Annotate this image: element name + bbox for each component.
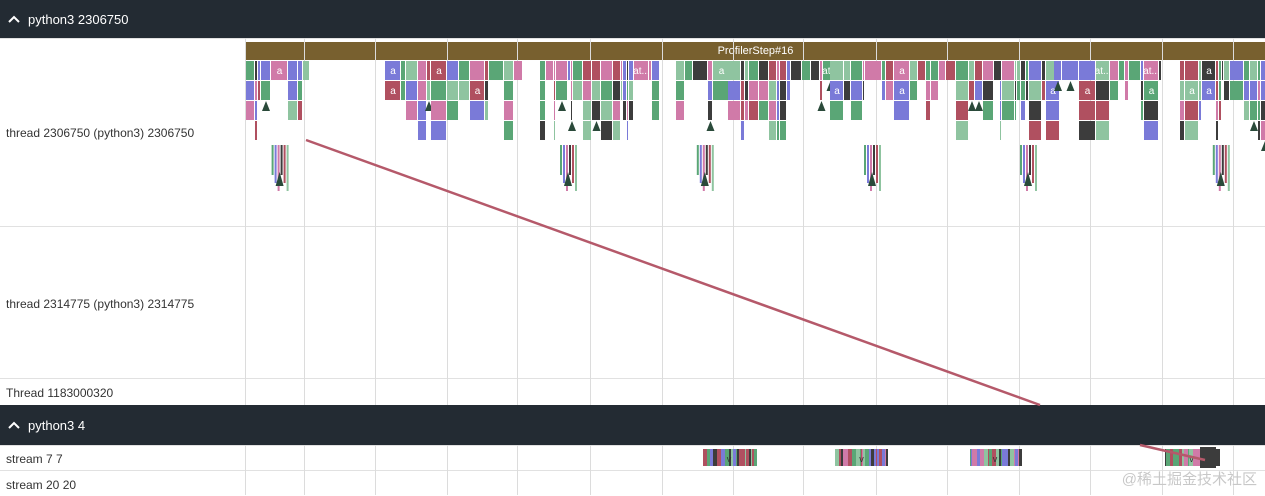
watermark: @稀土掘金技术社区 bbox=[1121, 471, 1257, 488]
stream-track-20[interactable]: stream 20 20 bbox=[0, 470, 1265, 496]
stream-track-7[interactable]: stream 7 7 bbox=[0, 445, 1265, 471]
thread-track-1183000320[interactable]: Thread 1183000320 bbox=[0, 378, 1265, 406]
collapse-chevron-icon[interactable] bbox=[0, 421, 28, 429]
process-header-python3-2306750[interactable]: python3 2306750 bbox=[0, 0, 1265, 38]
thread-track-2306750[interactable]: thread 2306750 (python3) 2306750 bbox=[0, 38, 1265, 227]
process-header-python3-4[interactable]: python3 4 bbox=[0, 405, 1265, 445]
thread-track-2314775[interactable]: thread 2314775 (python3) 2314775 bbox=[0, 226, 1265, 379]
profiler-step-slice[interactable]: ProfilerStep#16 bbox=[246, 42, 1265, 60]
thread-label: thread 2314775 (python3) 2314775 bbox=[6, 297, 195, 311]
stream-label: stream 20 20 bbox=[6, 478, 77, 492]
stream-label: stream 7 7 bbox=[6, 452, 63, 466]
thread-label: thread 2306750 (python3) 2306750 bbox=[6, 126, 195, 140]
thread-label: Thread 1183000320 bbox=[6, 386, 114, 400]
process-name: python3 2306750 bbox=[28, 11, 129, 27]
collapse-chevron-icon[interactable] bbox=[0, 15, 28, 23]
process-name: python3 4 bbox=[28, 417, 86, 433]
